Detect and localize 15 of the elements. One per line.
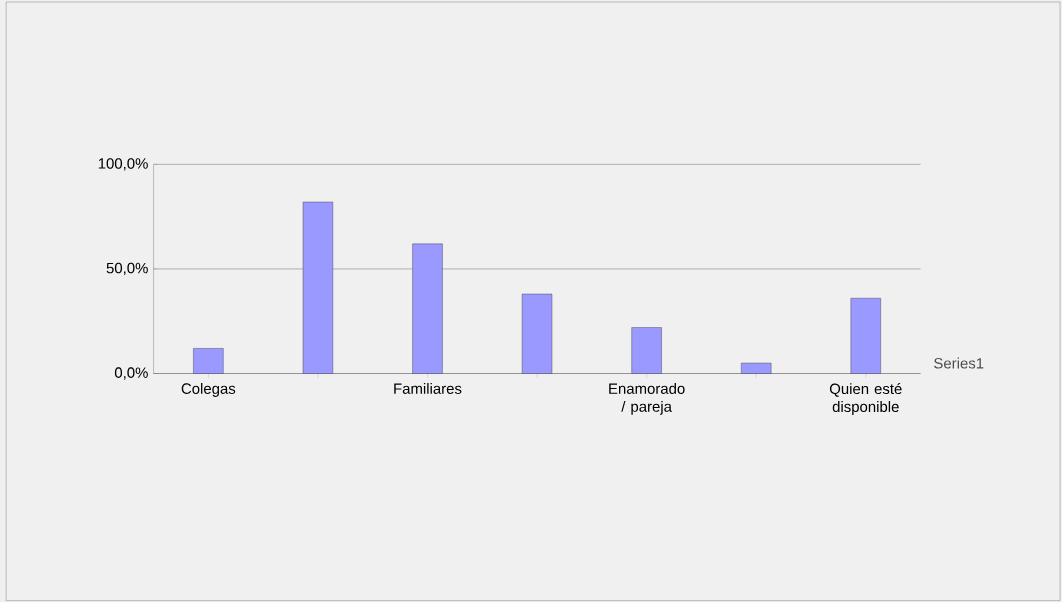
text: Series1 [934, 357, 984, 369]
bar [741, 363, 772, 374]
bar [521, 294, 553, 374]
x-tick-label: Familiares [394, 383, 462, 395]
bar [412, 243, 443, 374]
y-tick-label: 50,0% [106, 262, 148, 276]
bar [631, 327, 662, 374]
y-tick-label: 0,0% [114, 367, 148, 380]
bar [850, 298, 881, 374]
x-tick-label: Enamorado / pareja [609, 383, 685, 415]
x-tick-label: Colegas [181, 383, 236, 398]
bar [193, 348, 224, 374]
bar [302, 201, 334, 374]
y-tick-label: 100,0% [98, 158, 148, 171]
x-tick-label: Quien esté disponible [829, 383, 902, 416]
